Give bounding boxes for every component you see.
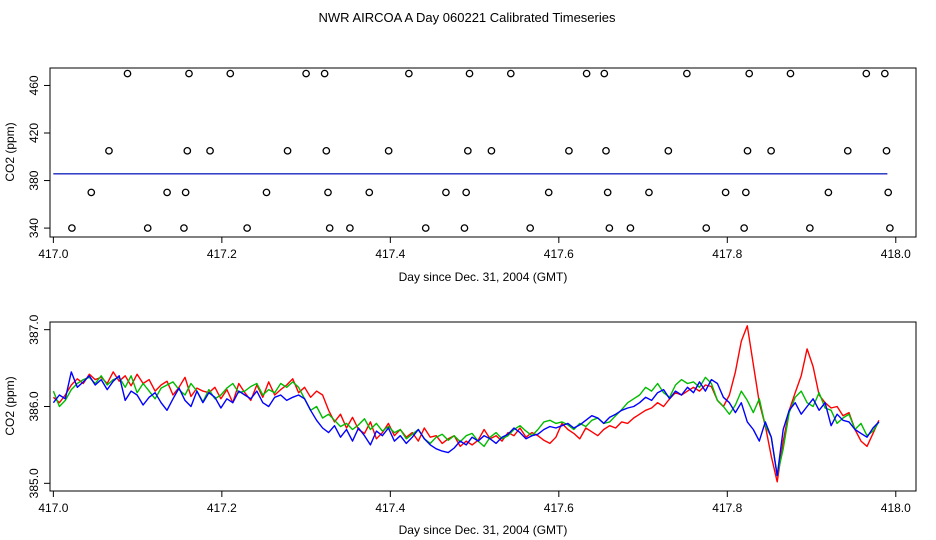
bottom-y-axis: 385.0 386.0 387.0 — [27, 314, 51, 498]
data-point — [181, 188, 190, 197]
x-tick-label: 417.6 — [544, 247, 574, 261]
data-point — [683, 69, 691, 78]
data-point — [600, 69, 609, 78]
data-point — [645, 188, 653, 197]
data-point — [582, 69, 591, 78]
top-x-axis-label: Day since Dec. 31, 2004 (GMT) — [399, 270, 568, 284]
data-point — [506, 69, 515, 78]
data-point — [123, 69, 132, 78]
data-point — [460, 224, 469, 232]
data-point — [602, 146, 610, 155]
x-tick-label: 417.0 — [38, 501, 68, 515]
series-line — [52, 371, 880, 477]
bottom-plot-frame — [49, 321, 917, 492]
x-tick-label: 417.2 — [207, 501, 237, 515]
data-point — [405, 69, 413, 78]
data-point — [721, 188, 730, 197]
data-point — [465, 69, 474, 78]
data-point — [526, 224, 535, 232]
data-point — [786, 69, 795, 78]
data-point — [824, 188, 833, 197]
data-point — [862, 69, 871, 78]
x-tick-label: 417.0 — [38, 247, 68, 261]
y-tick-label: 460 — [27, 75, 41, 95]
data-point — [664, 146, 673, 155]
y-tick-label: 420 — [27, 123, 41, 143]
data-point — [544, 188, 553, 197]
data-point — [105, 146, 113, 155]
data-point — [421, 224, 430, 232]
x-tick-label: 417.8 — [712, 247, 742, 261]
bottom-x-axis: 417.0 417.2 417.4 417.6 417.8 418.0 — [38, 490, 911, 515]
data-point — [143, 224, 152, 232]
y-tick-label: 387.0 — [27, 314, 41, 344]
data-point — [565, 146, 573, 155]
top-y-axis-label: CO2 (ppm) — [3, 122, 17, 181]
x-tick-label: 417.4 — [375, 247, 405, 261]
data-point — [180, 224, 188, 232]
data-point — [346, 224, 354, 232]
data-point — [320, 69, 329, 78]
x-tick-label: 418.0 — [881, 247, 911, 261]
x-tick-label: 417.4 — [375, 501, 405, 515]
data-point — [163, 188, 171, 197]
bottom-panel-marks — [52, 325, 880, 483]
data-point — [243, 224, 251, 232]
top-y-axis: 340 380 420 460 — [27, 75, 51, 238]
data-point — [886, 224, 894, 232]
data-point — [702, 224, 711, 232]
series-line — [52, 325, 880, 483]
data-point — [185, 69, 193, 78]
data-point — [741, 188, 750, 197]
data-point — [206, 146, 214, 155]
bottom-panel-co2-lines: 417.0 417.2 417.4 417.6 417.8 418.0 385.0 386.… — [3, 314, 917, 537]
y-tick-label: 385.0 — [27, 468, 41, 498]
data-point — [442, 188, 450, 197]
data-point — [463, 146, 472, 155]
data-point — [87, 188, 96, 197]
x-tick-label: 417.6 — [544, 501, 574, 515]
data-point — [324, 188, 332, 197]
data-point — [365, 188, 374, 197]
y-tick-label: 340 — [27, 218, 41, 238]
data-point — [767, 146, 775, 155]
data-point — [745, 69, 754, 78]
data-point — [283, 146, 292, 155]
data-point — [68, 224, 76, 232]
data-point — [322, 146, 331, 155]
y-tick-label: 380 — [27, 170, 41, 190]
data-point — [806, 224, 814, 232]
y-tick-label: 386.0 — [27, 391, 41, 421]
data-point — [325, 224, 334, 232]
data-point — [740, 224, 748, 232]
data-point — [603, 188, 612, 197]
data-point — [882, 146, 891, 155]
data-point — [384, 146, 393, 155]
data-point — [605, 224, 614, 232]
bottom-y-axis-label: CO2 (ppm) — [3, 376, 17, 435]
data-point — [743, 146, 752, 155]
top-x-axis: 417.0 417.2 417.4 417.6 417.8 418.0 — [38, 236, 911, 261]
x-tick-label: 417.2 — [207, 247, 237, 261]
data-point — [302, 69, 310, 78]
bottom-x-axis-label: Day since Dec. 31, 2004 (GMT) — [399, 523, 568, 537]
figure-title: NWR AIRCOA A Day 060221 Calibrated Times… — [319, 10, 616, 25]
data-point — [262, 188, 271, 197]
data-point — [226, 69, 235, 78]
x-tick-label: 417.8 — [712, 501, 742, 515]
data-point — [626, 224, 635, 232]
top-plot-frame — [49, 67, 917, 238]
series-line — [52, 375, 880, 477]
top-panel-co2-scatter: 417.0 417.2 417.4 417.6 417.8 418.0 340 380 420… — [3, 67, 917, 284]
data-point — [884, 188, 893, 197]
data-point — [183, 146, 192, 155]
x-tick-label: 418.0 — [881, 501, 911, 515]
top-panel-marks — [53, 69, 894, 232]
data-point — [880, 69, 889, 78]
data-point — [843, 146, 852, 155]
data-point — [487, 146, 496, 155]
data-point — [462, 188, 471, 197]
